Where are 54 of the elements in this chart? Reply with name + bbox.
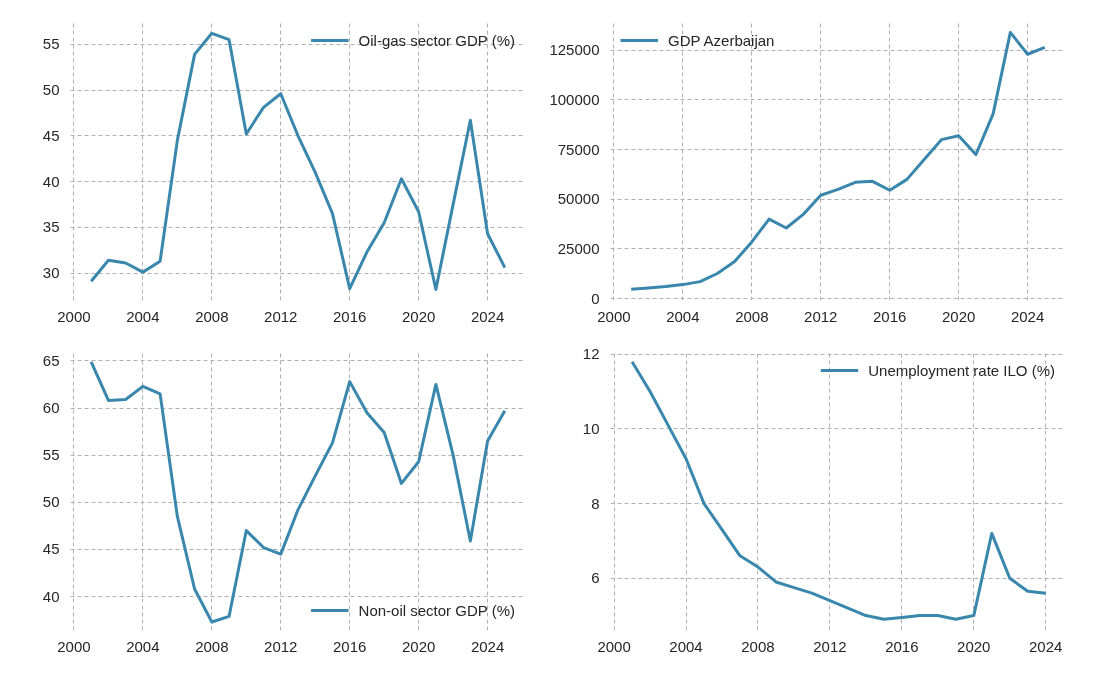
x-tick-label: 2012 xyxy=(264,637,298,655)
x-tick-label: 2004 xyxy=(666,307,700,325)
y-tick-label: 65 xyxy=(42,351,60,369)
x-tick-label: 2016 xyxy=(333,307,367,325)
y-tick-label: 40 xyxy=(42,587,60,605)
x-tick-label: 2016 xyxy=(885,637,919,655)
x-tick-label: 2024 xyxy=(1010,307,1045,325)
x-tick-label: 2016 xyxy=(873,307,907,325)
x-tick-label: 2020 xyxy=(941,307,976,325)
y-tick-label: 50 xyxy=(42,493,60,511)
y-tick-label: 45 xyxy=(42,126,60,144)
y-tick-label: 45 xyxy=(42,540,60,558)
y-tick-label: 6 xyxy=(591,569,600,587)
x-tick-label: 2004 xyxy=(669,637,703,655)
y-tick-label: 75000 xyxy=(557,140,600,158)
y-tick-label: 100000 xyxy=(549,90,600,108)
x-tick-label: 2000 xyxy=(597,307,631,325)
y-tick-label: 50000 xyxy=(557,190,600,208)
x-tick-label: 2020 xyxy=(957,637,991,655)
x-tick-label: 2008 xyxy=(195,637,229,655)
y-tick-label: 35 xyxy=(42,218,60,236)
x-tick-label: 2012 xyxy=(813,637,847,655)
x-tick-label: 2020 xyxy=(401,637,436,655)
y-tick-label: 8 xyxy=(591,494,600,512)
y-tick-label: 125000 xyxy=(549,41,600,59)
x-tick-label: 2024 xyxy=(470,637,505,655)
y-tick-label: 50 xyxy=(42,81,60,99)
x-tick-label: 2008 xyxy=(741,637,775,655)
x-tick-label: 2000 xyxy=(57,307,91,325)
legend-label: Non-oil sector GDP (%) xyxy=(358,601,515,619)
y-tick-label: 55 xyxy=(42,446,60,464)
y-tick-label: 40 xyxy=(42,172,60,190)
x-tick-label: 2004 xyxy=(126,637,160,655)
legend-label: GDP Azerbaijan xyxy=(668,31,775,49)
x-tick-label: 2012 xyxy=(264,307,298,325)
y-tick-label: 10 xyxy=(582,419,600,437)
x-tick-label: 2020 xyxy=(401,307,436,325)
x-tick-label: 2000 xyxy=(57,637,91,655)
x-tick-label: 2024 xyxy=(470,307,505,325)
legend-label: Unemployment rate ILO (%) xyxy=(868,361,1055,379)
x-tick-label: 2000 xyxy=(597,637,631,655)
y-tick-label: 0 xyxy=(591,289,600,307)
y-tick-label: 60 xyxy=(42,399,60,417)
y-tick-label: 12 xyxy=(582,345,600,363)
y-tick-label: 55 xyxy=(42,35,60,53)
legend-label: Oil-gas sector GDP (%) xyxy=(358,31,515,49)
x-tick-label: 2008 xyxy=(735,307,769,325)
y-tick-label: 30 xyxy=(42,264,60,282)
x-tick-label: 2024 xyxy=(1029,637,1063,655)
x-tick-label: 2012 xyxy=(804,307,838,325)
y-tick-label: 25000 xyxy=(557,239,600,257)
x-tick-label: 2016 xyxy=(333,637,367,655)
x-tick-label: 2008 xyxy=(195,307,229,325)
x-tick-label: 2004 xyxy=(126,307,160,325)
